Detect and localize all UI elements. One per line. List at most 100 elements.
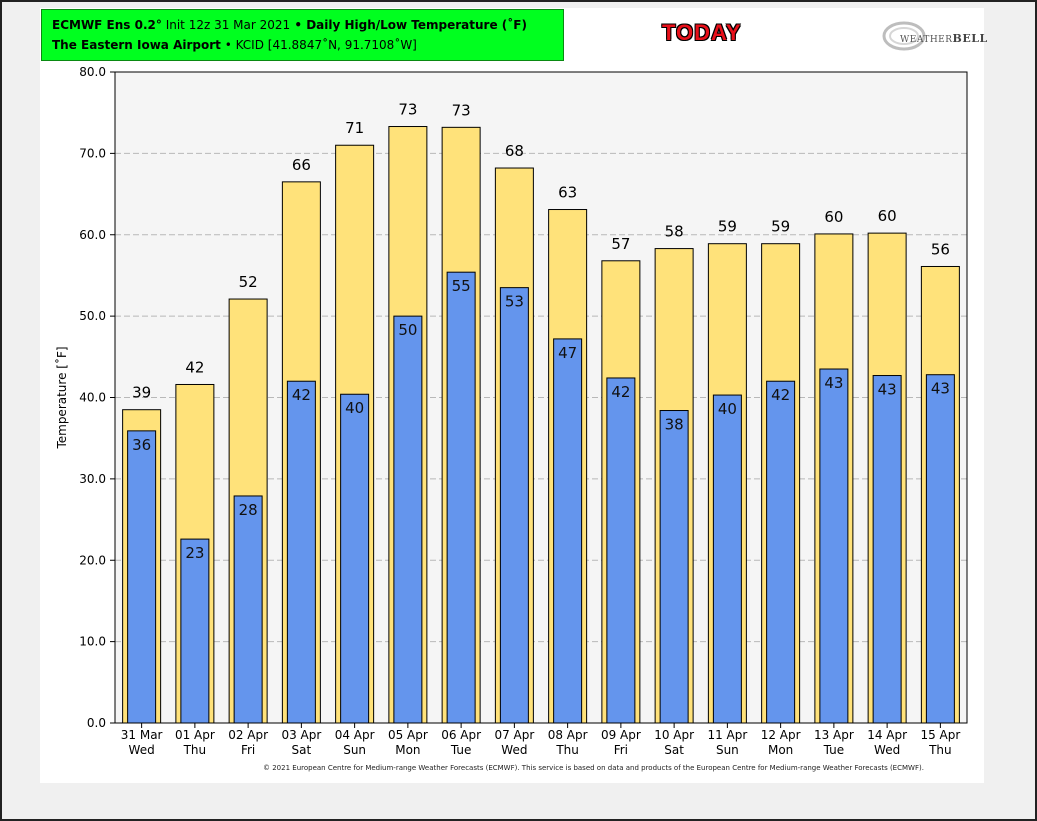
x-tick-label-date: 11 Apr	[707, 728, 747, 742]
y-tick-label: 60.0	[79, 228, 106, 242]
y-tick-label: 10.0	[79, 635, 106, 649]
x-tick-label-day: Wed	[501, 743, 527, 757]
low-value-label: 55	[452, 277, 471, 295]
low-value-label: 53	[505, 293, 524, 311]
low-value-label: 47	[558, 344, 577, 362]
x-tick-label-date: 07 Apr	[494, 728, 534, 742]
low-bar	[766, 380, 796, 724]
low-bar	[819, 368, 849, 724]
low-bar	[872, 375, 902, 724]
low-value-label: 36	[132, 436, 151, 454]
y-tick-label: 80.0	[79, 65, 106, 79]
x-tick-label-day: Wed	[874, 743, 900, 757]
x-tick-label-date: 04 Apr	[335, 728, 375, 742]
high-value-label: 56	[931, 240, 950, 258]
x-tick-label-day: Sun	[716, 743, 739, 757]
header-line-1: ECMWF Ens 0.2° Init 12z 31 Mar 2021 • Da…	[52, 15, 563, 35]
x-tick-label-date: 03 Apr	[281, 728, 321, 742]
station-location: KCID [41.8847˚N, 91.7108˚W]	[235, 38, 417, 52]
x-tick-label-date: 10 Apr	[654, 728, 694, 742]
low-value-label: 43	[931, 380, 950, 398]
x-tick-label-day: Sun	[343, 743, 366, 757]
model-name: ECMWF Ens 0.2	[52, 18, 156, 32]
low-bar	[393, 315, 423, 724]
high-value-label: 60	[878, 207, 897, 225]
logo-text: WEATHERBELL	[900, 32, 988, 45]
today-label: TODAY	[662, 20, 742, 45]
y-tick-label: 40.0	[79, 391, 106, 405]
y-axis-label: Temperature [˚F]	[54, 346, 69, 449]
x-tick-label-day: Fri	[614, 743, 628, 757]
low-value-label: 43	[878, 381, 897, 399]
low-bar	[180, 538, 210, 724]
y-tick-label: 30.0	[79, 472, 106, 486]
x-tick-label-date: 06 Apr	[441, 728, 481, 742]
y-tick-label: 70.0	[79, 146, 106, 160]
high-value-label: 71	[345, 119, 364, 137]
x-tick-label-day: Thu	[928, 743, 952, 757]
init-time: Init 12z 31 Mar 2021	[161, 18, 291, 32]
low-value-label: 42	[771, 386, 790, 404]
weatherbell-logo-icon	[882, 21, 926, 51]
low-value-label: 28	[239, 501, 258, 519]
separator: •	[290, 18, 307, 32]
y-tick-label: 0.0	[87, 716, 106, 730]
low-value-label: 40	[718, 400, 737, 418]
low-value-label: 42	[611, 383, 630, 401]
chart-header: ECMWF Ens 0.2° Init 12z 31 Mar 2021 • Da…	[41, 9, 564, 61]
copyright-notice: © 2021 European Centre for Medium-range …	[263, 764, 924, 772]
high-value-label: 39	[132, 384, 151, 402]
low-value-label: 23	[185, 544, 204, 562]
x-tick-label-date: 01 Apr	[175, 728, 215, 742]
x-tick-label-day: Thu	[183, 743, 207, 757]
x-tick-label-day: Tue	[823, 743, 845, 757]
high-value-label: 73	[398, 101, 417, 119]
low-bar	[606, 377, 636, 724]
x-tick-label-day: Sat	[664, 743, 684, 757]
low-value-label: 43	[824, 374, 843, 392]
high-value-label: 60	[824, 208, 843, 226]
x-tick-label-day: Fri	[241, 743, 255, 757]
separator: •	[220, 38, 236, 52]
low-bar	[659, 410, 689, 724]
logo-text-a: WEATHER	[900, 35, 953, 45]
low-value-label: 40	[345, 399, 364, 417]
x-tick-label-date: 31 Mar	[121, 728, 163, 742]
x-tick-label-day: Tue	[450, 743, 472, 757]
x-tick-label-date: 02 Apr	[228, 728, 268, 742]
high-value-label: 42	[185, 358, 204, 376]
high-value-label: 68	[505, 142, 524, 160]
low-bar	[286, 380, 316, 724]
x-tick-label-date: 08 Apr	[548, 728, 588, 742]
low-value-label: 50	[398, 321, 417, 339]
x-tick-label-day: Sat	[292, 743, 312, 757]
y-tick-label: 50.0	[79, 309, 106, 323]
high-value-label: 58	[665, 223, 684, 241]
high-value-label: 73	[452, 101, 471, 119]
low-value-label: 42	[292, 386, 311, 404]
high-value-label: 52	[239, 273, 258, 291]
station-name: The Eastern Iowa Airport	[52, 38, 221, 52]
high-value-label: 59	[718, 218, 737, 236]
x-tick-label-date: 13 Apr	[814, 728, 854, 742]
high-value-label: 66	[292, 156, 311, 174]
x-tick-label-date: 14 Apr	[867, 728, 907, 742]
plot-frame	[114, 71, 968, 724]
low-bar	[340, 393, 370, 724]
low-bar	[233, 495, 263, 724]
high-value-label: 63	[558, 184, 577, 202]
x-tick-label-day: Wed	[129, 743, 155, 757]
low-bar	[553, 338, 583, 724]
high-value-label: 59	[771, 218, 790, 236]
degree-mark: °	[155, 18, 162, 32]
x-tick-label-date: 15 Apr	[920, 728, 960, 742]
low-value-label: 38	[665, 416, 684, 434]
header-line-2: The Eastern Iowa Airport • KCID [41.8847…	[52, 35, 563, 55]
chart-title: Daily High/Low Temperature (˚F)	[306, 18, 527, 32]
x-tick-label-day: Thu	[555, 743, 579, 757]
low-bar	[499, 287, 529, 724]
y-tick-label: 20.0	[79, 553, 106, 567]
low-bar	[127, 430, 157, 724]
x-tick-label-date: 09 Apr	[601, 728, 641, 742]
